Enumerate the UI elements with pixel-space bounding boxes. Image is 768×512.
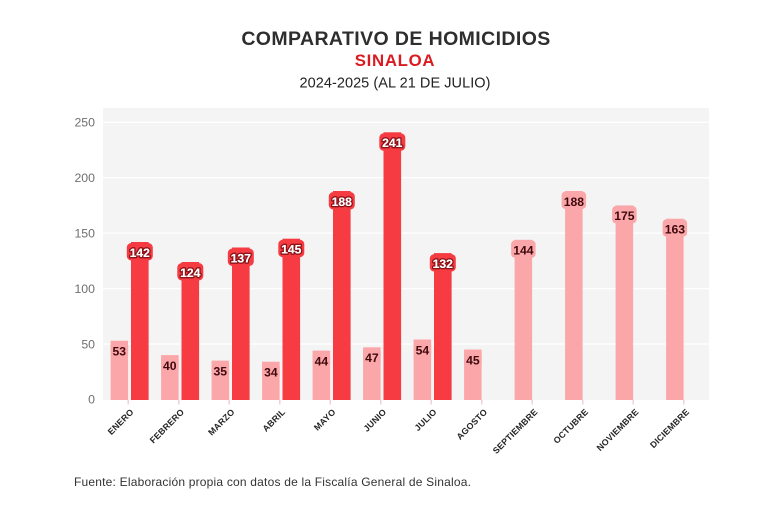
svg-text:JUNIO: JUNIO — [361, 407, 388, 434]
svg-text:DICIEMBRE: DICIEMBRE — [648, 407, 691, 450]
svg-text:250: 250 — [74, 116, 95, 130]
svg-text:163: 163 — [665, 223, 686, 237]
svg-text:53: 53 — [113, 345, 127, 359]
svg-text:JULIO: JULIO — [413, 407, 439, 433]
svg-text:34: 34 — [264, 366, 278, 380]
svg-text:45: 45 — [466, 353, 480, 367]
svg-text:241: 241 — [382, 136, 403, 150]
svg-text:132: 132 — [433, 257, 454, 271]
svg-text:Fuente: Elaboración propia con: Fuente: Elaboración propia con datos de … — [74, 475, 471, 489]
svg-text:137: 137 — [231, 251, 252, 265]
svg-text:SINALOA: SINALOA — [355, 51, 435, 70]
svg-text:54: 54 — [416, 343, 430, 357]
svg-text:124: 124 — [180, 266, 201, 280]
svg-text:150: 150 — [74, 226, 95, 240]
svg-text:241: 241 — [382, 136, 403, 150]
svg-text:124: 124 — [180, 266, 201, 280]
svg-text:188: 188 — [564, 195, 585, 209]
svg-text:OCTUBRE: OCTUBRE — [551, 407, 590, 446]
svg-text:40: 40 — [163, 359, 177, 373]
svg-text:2024-2025 (AL 21 DE JULIO): 2024-2025 (AL 21 DE JULIO) — [300, 76, 491, 92]
svg-text:35: 35 — [214, 364, 228, 378]
svg-text:145: 145 — [281, 243, 302, 257]
svg-text:NOVIEMBRE: NOVIEMBRE — [595, 407, 641, 453]
svg-text:SEPTIEMBRE: SEPTIEMBRE — [491, 407, 540, 456]
svg-text:50: 50 — [81, 337, 95, 351]
svg-text:44: 44 — [315, 354, 329, 368]
svg-text:ABRIL: ABRIL — [260, 407, 287, 434]
svg-text:200: 200 — [74, 171, 95, 185]
svg-text:ENERO: ENERO — [106, 407, 136, 437]
svg-text:188: 188 — [332, 195, 353, 209]
svg-text:0: 0 — [88, 393, 95, 407]
svg-text:100: 100 — [74, 282, 95, 296]
svg-text:142: 142 — [130, 246, 151, 260]
svg-text:175: 175 — [614, 209, 635, 223]
svg-text:COMPARATIVO DE HOMICIDIOS: COMPARATIVO DE HOMICIDIOS — [241, 28, 550, 50]
svg-text:144: 144 — [513, 244, 534, 258]
svg-text:47: 47 — [365, 351, 379, 365]
svg-text:MAYO: MAYO — [312, 407, 338, 433]
svg-text:FEBRERO: FEBRERO — [148, 407, 186, 445]
svg-text:132: 132 — [433, 257, 454, 271]
svg-text:MARZO: MARZO — [206, 407, 237, 438]
svg-text:AGOSTO: AGOSTO — [454, 407, 489, 442]
svg-text:137: 137 — [231, 251, 252, 265]
svg-text:145: 145 — [281, 243, 302, 257]
svg-text:188: 188 — [332, 195, 353, 209]
svg-text:142: 142 — [130, 246, 151, 260]
